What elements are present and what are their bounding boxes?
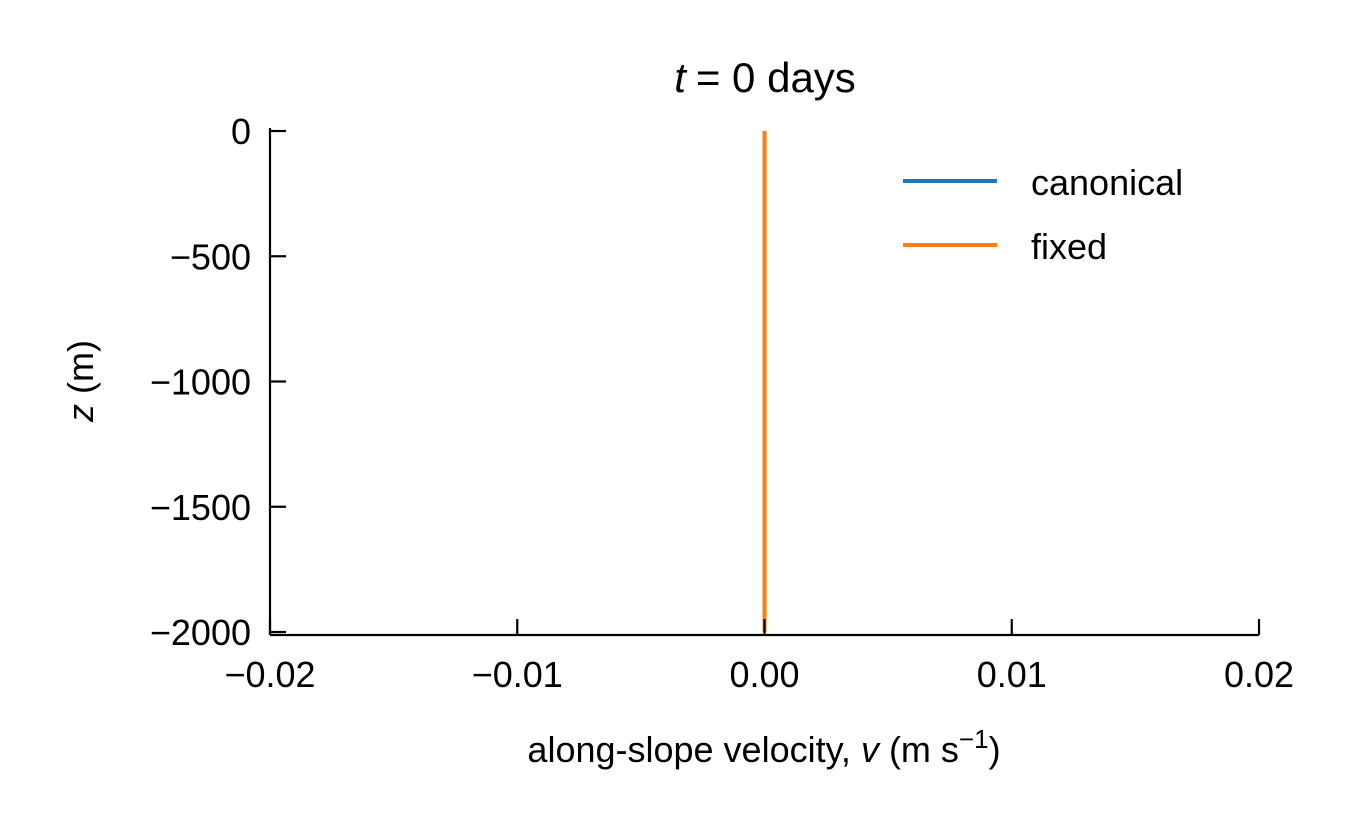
y-tick-label: 0: [231, 111, 251, 152]
title-text: = 0 days: [696, 54, 856, 101]
x-axis-label-exponent: −1: [959, 724, 989, 754]
legend-label-canonical: canonical: [1031, 162, 1183, 203]
y-tick-label: −1000: [150, 362, 251, 403]
y-axis-ticks: 0 −500 −1000 −1500 −2000: [150, 111, 286, 653]
legend: canonical fixed: [903, 162, 1183, 267]
x-tick-label: −0.02: [224, 654, 315, 695]
x-axis-ticks: −0.02 −0.01 0.00 0.01 0.02: [224, 619, 1294, 695]
y-axis-label: z (m): [60, 340, 101, 423]
y-axis-label-variable: z: [60, 404, 101, 423]
title-variable: t: [674, 54, 688, 101]
x-axis-label-close: ): [989, 729, 1001, 770]
legend-label-fixed: fixed: [1031, 226, 1107, 267]
x-tick-label: 0.00: [729, 654, 799, 695]
x-axis-label-prefix: along-slope velocity,: [527, 729, 861, 770]
x-tick-label: −0.01: [472, 654, 563, 695]
y-tick-label: −2000: [150, 612, 251, 653]
x-axis-label: along-slope velocity, v (m s−1): [527, 724, 1000, 770]
chart-title: t = 0 days: [674, 54, 856, 101]
x-axis-label-variable: v: [861, 729, 881, 770]
y-tick-label: −500: [170, 236, 251, 277]
y-tick-label: −1500: [150, 487, 251, 528]
x-tick-label: 0.02: [1224, 654, 1294, 695]
y-axis-label-unit: (m): [60, 340, 101, 404]
x-tick-label: 0.01: [977, 654, 1047, 695]
x-axis-label-unit: (m s: [879, 729, 959, 770]
